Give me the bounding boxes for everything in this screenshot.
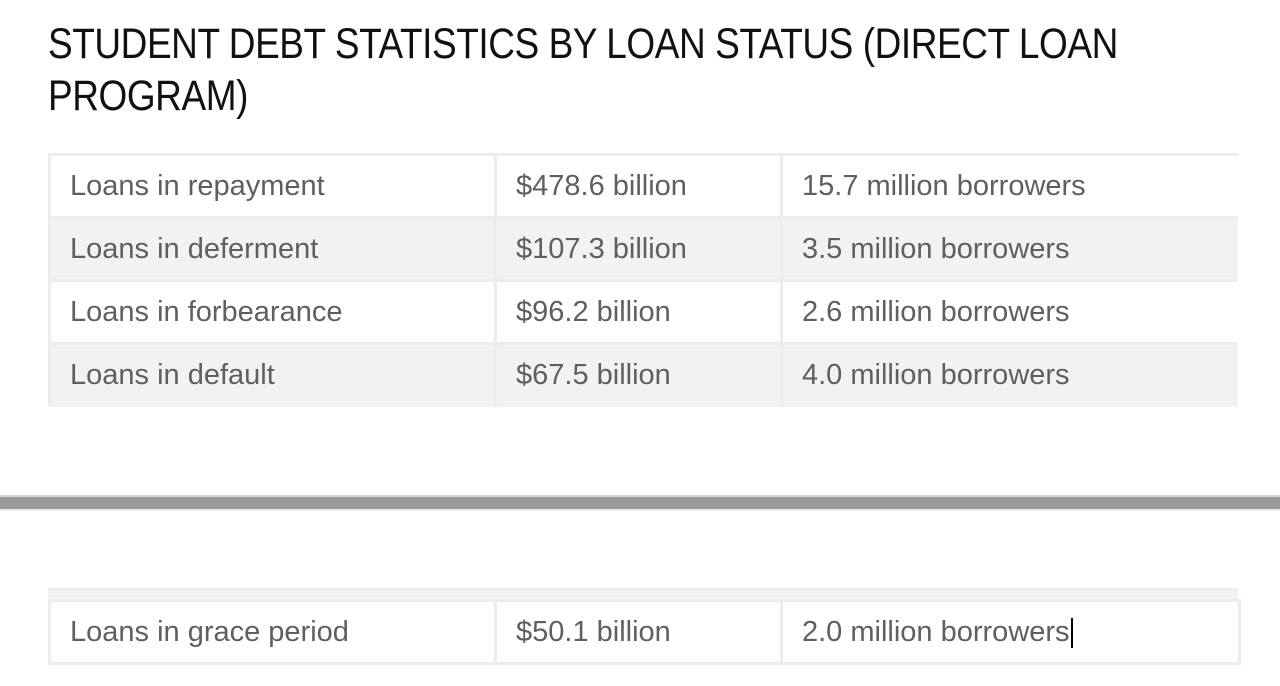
loan-status-table-continued: Loans in grace period $50.1 billion 2.0 … — [48, 599, 1241, 665]
borrowers-cell[interactable]: 3.5 million borrowers — [780, 216, 1238, 282]
loan-status-cell[interactable]: Loans in grace period — [48, 599, 497, 665]
borrowers-text: 2.0 million borrowers — [802, 615, 1070, 648]
borrowers-cell[interactable]: 2.0 million borrowers — [780, 599, 1241, 665]
table-row: Loans in default $67.5 billion 4.0 milli… — [48, 342, 1238, 407]
loan-status-table-page-1: Loans in repayment $478.6 billion 15.7 m… — [48, 153, 1238, 421]
text-cursor — [1070, 617, 1073, 648]
loan-status-cell[interactable]: Loans in forbearance — [48, 279, 497, 345]
page-break-divider — [0, 495, 1280, 511]
loan-status-table-page-2: Loans in grace period $50.1 billion 2.0 … — [48, 588, 1241, 665]
loan-status-table: Loans in repayment $478.6 billion 15.7 m… — [48, 153, 1238, 407]
table-row-continuation — [48, 588, 1238, 599]
document-title: STUDENT DEBT STATISTICS BY LOAN STATUS (… — [48, 20, 1118, 120]
loan-amount-cell[interactable]: $96.2 billion — [494, 279, 783, 345]
loan-status-cell[interactable]: Loans in default — [48, 342, 497, 407]
table-row: Loans in repayment $478.6 billion 15.7 m… — [48, 153, 1238, 219]
borrowers-cell[interactable]: 15.7 million borrowers — [780, 153, 1238, 219]
loan-amount-cell[interactable]: $107.3 billion — [494, 216, 783, 282]
loan-amount-cell[interactable]: $478.6 billion — [494, 153, 783, 219]
table-row: Loans in forbearance $96.2 billion 2.6 m… — [48, 279, 1238, 345]
borrowers-cell[interactable]: 2.6 million borrowers — [780, 279, 1238, 345]
table-row: Loans in grace period $50.1 billion 2.0 … — [48, 599, 1241, 665]
loan-status-cell[interactable]: Loans in deferment — [48, 216, 497, 282]
loan-amount-cell[interactable]: $67.5 billion — [494, 342, 783, 407]
loan-amount-cell[interactable]: $50.1 billion — [494, 599, 783, 665]
table-row: Loans in deferment $107.3 billion 3.5 mi… — [48, 216, 1238, 282]
borrowers-cell[interactable]: 4.0 million borrowers — [780, 342, 1238, 407]
loan-status-cell[interactable]: Loans in repayment — [48, 153, 497, 219]
